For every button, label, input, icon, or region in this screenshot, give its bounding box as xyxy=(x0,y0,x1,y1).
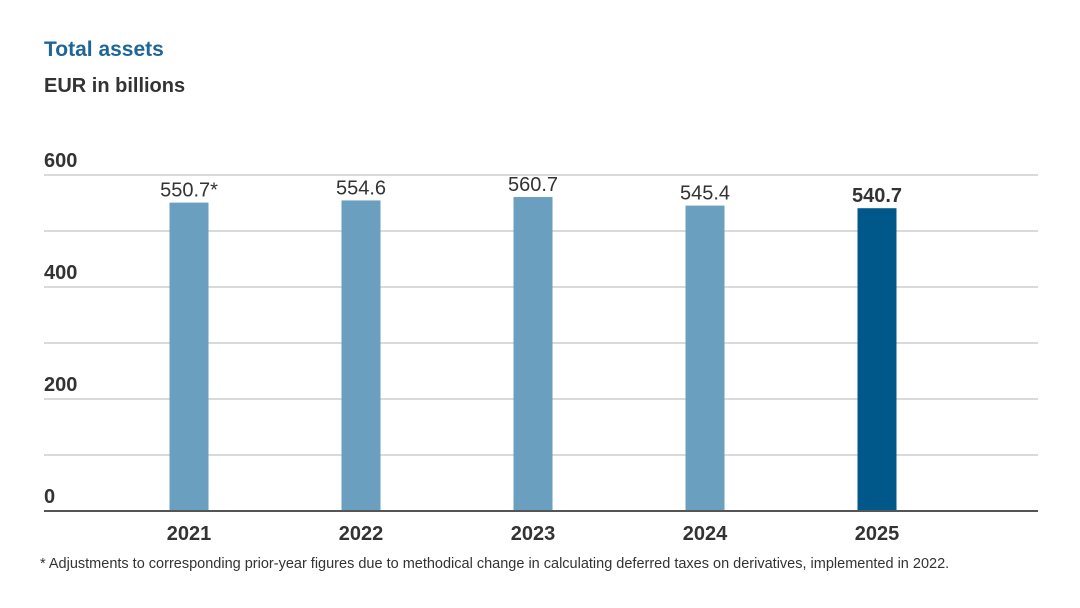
x-tick-label: 2023 xyxy=(511,523,556,545)
x-tick-label: 2025 xyxy=(855,523,900,545)
bar xyxy=(513,197,553,511)
x-tick-label: 2024 xyxy=(683,523,728,545)
chart-subtitle: EUR in billions xyxy=(44,75,186,97)
bar xyxy=(341,200,381,511)
bar xyxy=(169,202,209,511)
y-tick-label: 200 xyxy=(44,374,77,396)
x-tick-label: 2022 xyxy=(339,523,384,545)
y-tick-label: 600 xyxy=(44,150,77,172)
data-label: 545.4 xyxy=(680,183,730,205)
data-label: 540.7 xyxy=(852,185,902,207)
chart-title: Total assets xyxy=(44,38,164,61)
data-label: 560.7 xyxy=(508,174,558,196)
bar xyxy=(857,208,897,511)
data-label: 550.7* xyxy=(160,180,218,202)
y-tick-label: 400 xyxy=(44,262,77,284)
data-label: 554.6 xyxy=(336,177,386,199)
y-tick-label: 0 xyxy=(44,486,55,508)
bar xyxy=(685,205,725,512)
chart-footnote: * Adjustments to corresponding prior-yea… xyxy=(40,556,950,572)
x-tick-label: 2021 xyxy=(167,523,212,545)
